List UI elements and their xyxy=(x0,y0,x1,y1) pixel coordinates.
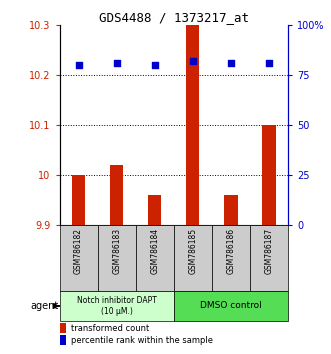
Bar xyxy=(110,165,123,225)
Text: GSM786186: GSM786186 xyxy=(226,228,235,274)
Point xyxy=(76,62,81,68)
Point xyxy=(190,58,195,64)
Bar xyxy=(60,225,98,291)
Bar xyxy=(72,175,85,225)
Text: GSM786185: GSM786185 xyxy=(188,228,197,274)
Bar xyxy=(186,25,200,225)
Bar xyxy=(250,225,288,291)
Bar xyxy=(262,125,276,225)
Text: agent: agent xyxy=(30,301,59,311)
Text: GSM786182: GSM786182 xyxy=(74,228,83,274)
Bar xyxy=(148,195,162,225)
Bar xyxy=(98,225,136,291)
Text: GSM786184: GSM786184 xyxy=(150,228,159,274)
Bar xyxy=(212,225,250,291)
Bar xyxy=(224,195,238,225)
Text: GSM786183: GSM786183 xyxy=(112,228,121,274)
Text: GSM786187: GSM786187 xyxy=(264,228,273,274)
Text: Notch inhibitor DAPT
(10 μM.): Notch inhibitor DAPT (10 μM.) xyxy=(77,296,157,316)
Text: transformed count: transformed count xyxy=(71,324,149,333)
Bar xyxy=(60,323,66,333)
Title: GDS4488 / 1373217_at: GDS4488 / 1373217_at xyxy=(99,11,249,24)
Text: DMSO control: DMSO control xyxy=(200,302,262,310)
Point xyxy=(114,60,119,65)
Point xyxy=(228,60,234,65)
Bar xyxy=(174,225,212,291)
Text: percentile rank within the sample: percentile rank within the sample xyxy=(71,336,213,344)
Bar xyxy=(60,335,66,345)
Bar xyxy=(174,291,288,321)
Point xyxy=(152,62,158,68)
Bar xyxy=(136,225,174,291)
Bar xyxy=(60,291,174,321)
Point xyxy=(266,60,271,65)
